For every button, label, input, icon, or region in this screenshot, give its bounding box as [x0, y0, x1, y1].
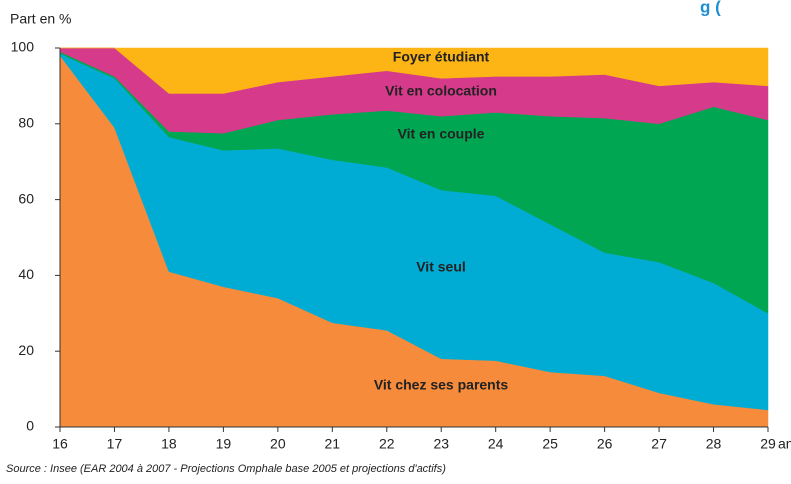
x-tick-label: 29	[760, 436, 776, 452]
x-tick-label: 22	[379, 436, 395, 452]
x-tick-label: 28	[706, 436, 722, 452]
y-tick-label: 20	[18, 342, 34, 358]
x-tick-label: 19	[216, 436, 232, 452]
x-tick-label: 20	[270, 436, 286, 452]
area	[60, 47, 769, 94]
source: Source : Insee (EAR 2004 à 2007 - Projec…	[6, 463, 446, 475]
x-tick-label: 16	[52, 436, 68, 452]
series-label: Foyer étudiant	[393, 49, 490, 65]
y-tick-label: 100	[11, 39, 35, 55]
chart-title: g (	[700, 0, 721, 16]
series-label: Vit en couple	[398, 126, 485, 142]
y-tick-label: 80	[18, 115, 34, 131]
series-label: Vit en colocation	[385, 83, 497, 99]
x-tick-label: 21	[325, 436, 341, 452]
x-tick-label: 17	[107, 436, 123, 452]
x-tick-label: 24	[488, 436, 504, 452]
x-unit: ans	[778, 436, 791, 452]
x-tick-label: 26	[597, 436, 613, 452]
y-tick-label: 0	[26, 418, 34, 434]
x-tick-label: 18	[161, 436, 177, 452]
y-tick-label: 60	[18, 190, 34, 206]
x-tick-label: 25	[542, 436, 558, 452]
series-label: Vit seul	[416, 259, 466, 275]
x-tick-label: 27	[651, 436, 667, 452]
y-tick-label: 40	[18, 266, 34, 282]
series-label: Vit chez ses parents	[374, 377, 509, 393]
y-axis-label: Part en %	[10, 11, 71, 27]
x-tick-label: 23	[433, 436, 449, 452]
